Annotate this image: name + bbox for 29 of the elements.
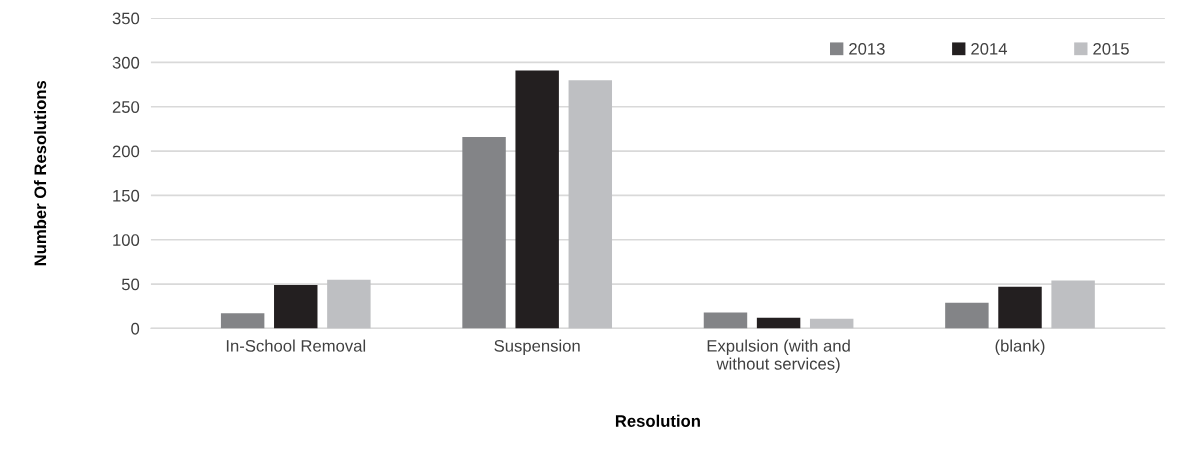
bar <box>462 136 506 329</box>
legend-label: 2013 <box>849 42 885 55</box>
bar <box>274 284 318 329</box>
y-axis-title: Number Of Resolutions <box>33 80 47 266</box>
y-tick-label: 250 <box>112 101 140 113</box>
x-axis-title: Resolution <box>615 414 700 427</box>
y-tick-label: 150 <box>113 189 140 202</box>
bar <box>998 286 1042 329</box>
bar <box>515 70 559 329</box>
bar <box>568 80 613 329</box>
bar <box>327 279 371 329</box>
x-tick-label: (blank) <box>995 339 1045 356</box>
y-tick-label: 300 <box>112 56 140 69</box>
x-tick-label: Expulsion (with and without services) <box>707 339 850 374</box>
bar <box>703 312 748 329</box>
y-tick-label: 50 <box>121 278 140 291</box>
bar <box>756 317 801 329</box>
x-tick-label: Suspension <box>494 339 580 356</box>
bar <box>1051 280 1095 329</box>
bar <box>809 318 854 329</box>
x-tick-label: In-School Removal <box>226 339 366 352</box>
legend-label: 2015 <box>1093 42 1129 55</box>
y-tick-label: 0 <box>131 322 140 335</box>
legend-label: 2014 <box>971 42 1008 55</box>
y-tick-label: 200 <box>112 145 140 158</box>
y-tick-label: 350 <box>112 12 140 25</box>
bar <box>945 302 989 329</box>
y-tick-label: 100 <box>113 234 140 246</box>
bar <box>220 313 265 329</box>
